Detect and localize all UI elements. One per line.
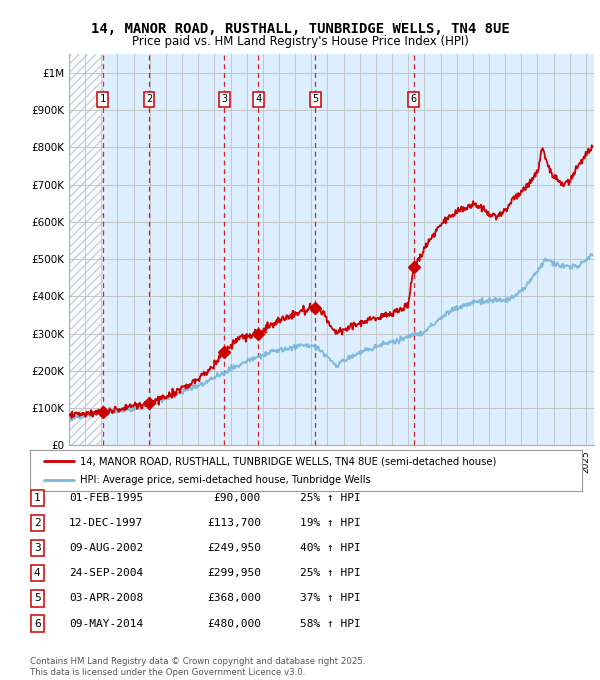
- Text: 25% ↑ HPI: 25% ↑ HPI: [300, 493, 361, 503]
- Text: 1: 1: [34, 493, 41, 503]
- Text: 2: 2: [146, 95, 152, 104]
- Text: Contains HM Land Registry data © Crown copyright and database right 2025.
This d: Contains HM Land Registry data © Crown c…: [30, 657, 365, 677]
- Text: 6: 6: [34, 619, 41, 628]
- Text: 03-APR-2008: 03-APR-2008: [69, 594, 143, 603]
- Text: 37% ↑ HPI: 37% ↑ HPI: [300, 594, 361, 603]
- Text: 19% ↑ HPI: 19% ↑ HPI: [300, 518, 361, 528]
- Text: 24-SEP-2004: 24-SEP-2004: [69, 568, 143, 578]
- Text: £299,950: £299,950: [207, 568, 261, 578]
- Text: 09-MAY-2014: 09-MAY-2014: [69, 619, 143, 628]
- Text: 09-AUG-2002: 09-AUG-2002: [69, 543, 143, 553]
- Text: £368,000: £368,000: [207, 594, 261, 603]
- Text: 14, MANOR ROAD, RUSTHALL, TUNBRIDGE WELLS, TN4 8UE (semi-detached house): 14, MANOR ROAD, RUSTHALL, TUNBRIDGE WELL…: [80, 456, 496, 466]
- Text: 12-DEC-1997: 12-DEC-1997: [69, 518, 143, 528]
- Text: £480,000: £480,000: [207, 619, 261, 628]
- Text: 5: 5: [34, 594, 41, 603]
- Text: 6: 6: [411, 95, 417, 104]
- Text: Price paid vs. HM Land Registry's House Price Index (HPI): Price paid vs. HM Land Registry's House …: [131, 35, 469, 48]
- Text: 4: 4: [34, 568, 41, 578]
- Text: HPI: Average price, semi-detached house, Tunbridge Wells: HPI: Average price, semi-detached house,…: [80, 475, 370, 486]
- Text: 58% ↑ HPI: 58% ↑ HPI: [300, 619, 361, 628]
- Text: 14, MANOR ROAD, RUSTHALL, TUNBRIDGE WELLS, TN4 8UE: 14, MANOR ROAD, RUSTHALL, TUNBRIDGE WELL…: [91, 22, 509, 36]
- Text: 40% ↑ HPI: 40% ↑ HPI: [300, 543, 361, 553]
- Text: 25% ↑ HPI: 25% ↑ HPI: [300, 568, 361, 578]
- Text: 3: 3: [221, 95, 227, 104]
- Text: 5: 5: [312, 95, 319, 104]
- Text: £249,950: £249,950: [207, 543, 261, 553]
- Text: £90,000: £90,000: [214, 493, 261, 503]
- Text: 4: 4: [256, 95, 262, 104]
- Text: 2: 2: [34, 518, 41, 528]
- Text: 1: 1: [100, 95, 106, 104]
- Text: 01-FEB-1995: 01-FEB-1995: [69, 493, 143, 503]
- Text: £113,700: £113,700: [207, 518, 261, 528]
- Text: 3: 3: [34, 543, 41, 553]
